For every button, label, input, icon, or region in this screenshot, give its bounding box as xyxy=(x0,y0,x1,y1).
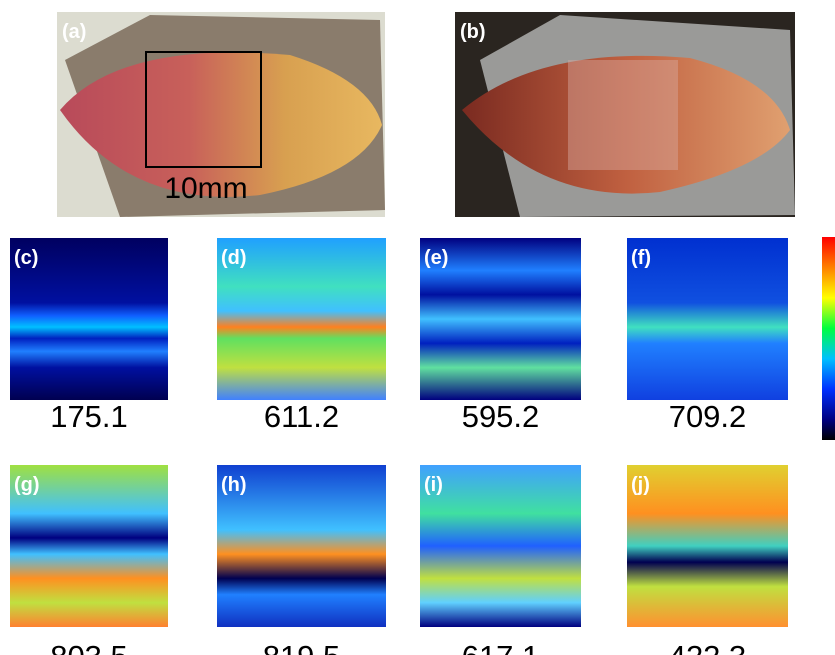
map-label: (i) xyxy=(424,474,443,496)
photo-label: (a) xyxy=(62,21,86,43)
map-label: (f) xyxy=(631,247,651,269)
photo-b: (b) xyxy=(455,12,795,217)
heatmap xyxy=(627,238,788,400)
map-label: (h) xyxy=(221,474,247,496)
heatmap xyxy=(420,465,581,627)
map-value: 617.1 xyxy=(462,639,540,655)
figure: (a) 10mm (b) (c) 175.1 (d) 611.2 (e) 595.2 (f)… xyxy=(0,0,835,655)
map-label: (j) xyxy=(631,474,650,496)
map-value: 175.1 xyxy=(50,399,128,434)
maps: (c) 175.1 (d) 611.2 (e) 595.2 (f) 709.2 (g) 803.5… xyxy=(10,238,788,655)
map-label: (c) xyxy=(14,247,38,269)
map-value: 595.2 xyxy=(462,399,540,434)
map-label: (e) xyxy=(424,247,448,269)
photo-label: (b) xyxy=(460,21,486,43)
photo-a: (a) 10mm xyxy=(57,12,385,217)
map-value: 709.2 xyxy=(669,399,747,434)
map-label: (g) xyxy=(14,474,40,496)
map-value: 611.2 xyxy=(264,399,339,434)
colorbar xyxy=(822,237,835,440)
page: (a) 10mm (b) (c) 175.1 (d) 611.2 (e) 595.2 (f)… xyxy=(0,0,835,655)
map-value: 803.5 xyxy=(50,639,128,655)
map-label: (d) xyxy=(221,247,247,269)
map-value: 422.3 xyxy=(669,639,747,655)
heatmap xyxy=(627,465,788,627)
scale-label: 10mm xyxy=(164,172,247,205)
map-value: 819.5 xyxy=(263,639,341,655)
